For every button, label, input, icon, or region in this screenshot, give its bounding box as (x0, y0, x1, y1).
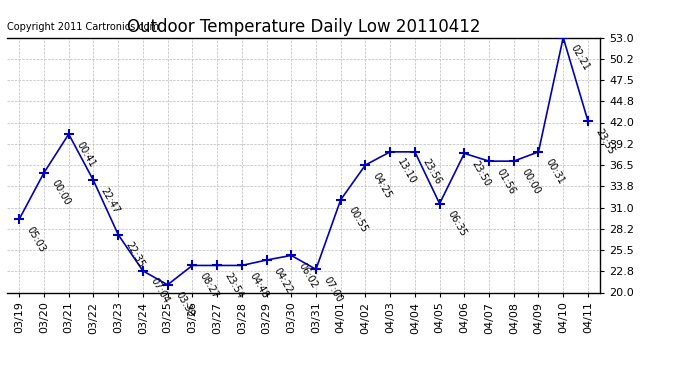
Text: 04:25: 04:25 (371, 171, 393, 200)
Text: 05:03: 05:03 (25, 225, 48, 254)
Text: 02:21: 02:21 (569, 43, 591, 72)
Text: 00:41: 00:41 (75, 140, 97, 169)
Text: 23:50: 23:50 (470, 159, 493, 188)
Text: 23:55: 23:55 (593, 126, 616, 156)
Text: 01:56: 01:56 (495, 167, 518, 196)
Text: 06:35: 06:35 (445, 209, 468, 238)
Text: 07:04: 07:04 (148, 276, 171, 306)
Text: 04:22: 04:22 (272, 266, 295, 295)
Text: 00:00: 00:00 (520, 167, 542, 196)
Text: 22:35: 22:35 (124, 240, 146, 270)
Text: 13:10: 13:10 (395, 158, 418, 186)
Text: 23:56: 23:56 (420, 158, 443, 187)
Text: 07:00: 07:00 (322, 275, 344, 304)
Text: 06:02: 06:02 (297, 261, 319, 290)
Text: 03:39: 03:39 (173, 290, 196, 320)
Text: 00:31: 00:31 (544, 158, 566, 186)
Text: 00:00: 00:00 (50, 178, 72, 207)
Text: 23:54: 23:54 (223, 271, 245, 300)
Text: Copyright 2011 Cartronics.com: Copyright 2011 Cartronics.com (7, 22, 159, 33)
Text: 08:27: 08:27 (198, 271, 221, 300)
Title: Outdoor Temperature Daily Low 20110412: Outdoor Temperature Daily Low 20110412 (127, 18, 480, 36)
Text: 00:55: 00:55 (346, 206, 369, 235)
Text: 22:47: 22:47 (99, 186, 121, 215)
Text: 04:48: 04:48 (247, 271, 270, 300)
